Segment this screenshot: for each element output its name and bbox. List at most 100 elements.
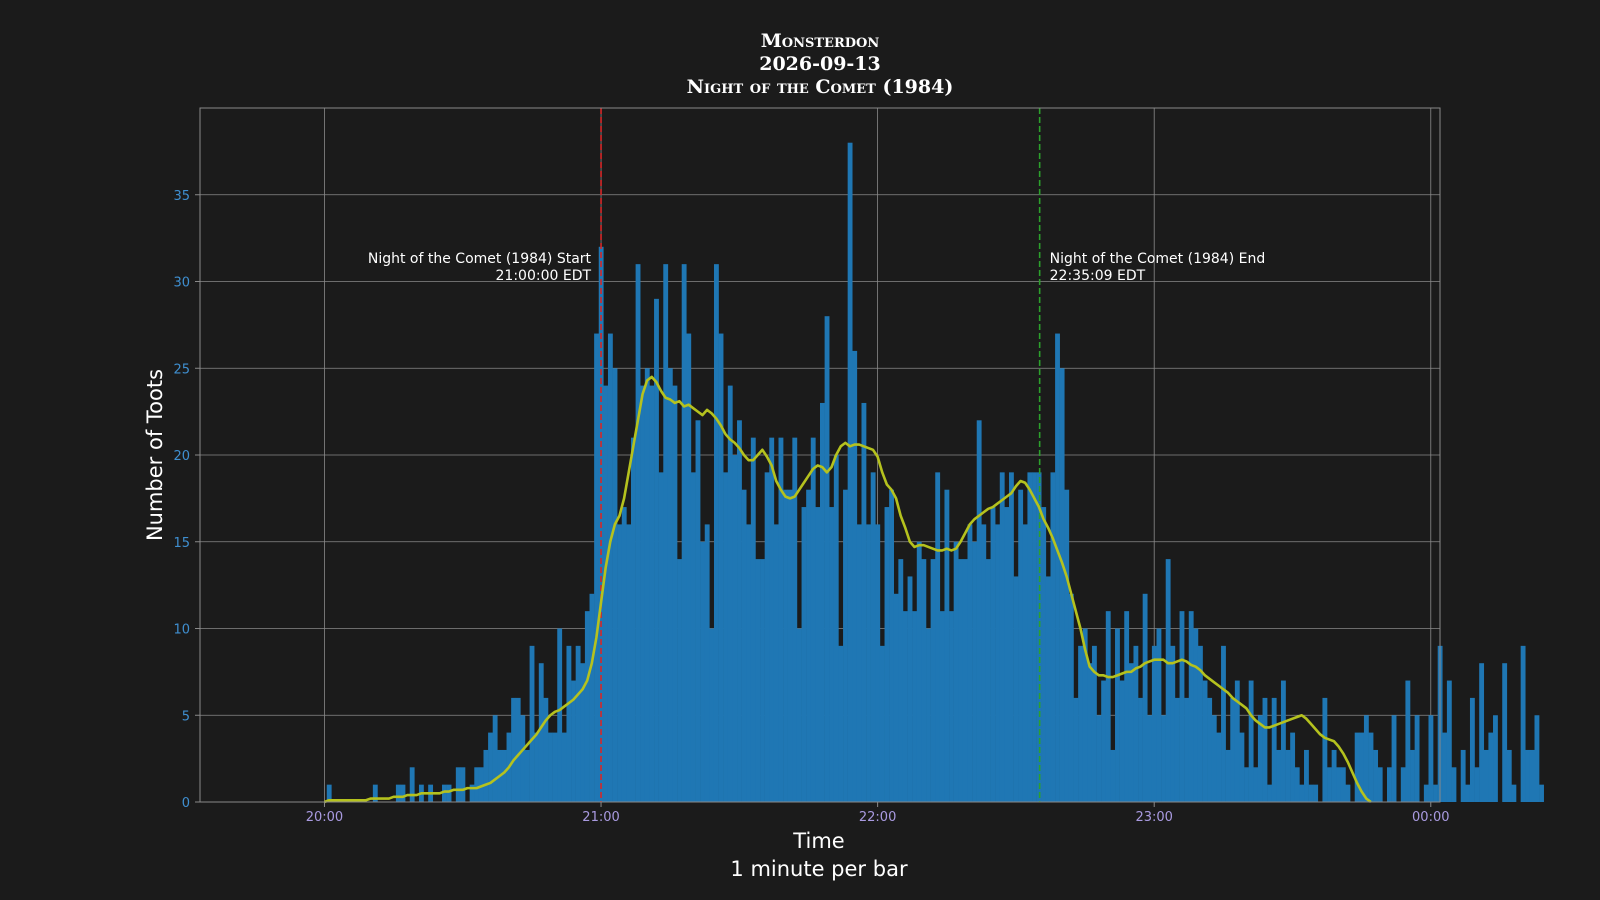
bar	[372, 784, 378, 802]
bar	[999, 472, 1005, 802]
bar	[838, 645, 844, 802]
bar	[847, 142, 853, 802]
bar	[1068, 593, 1074, 802]
bar	[889, 489, 894, 802]
bar	[893, 593, 899, 802]
bar	[649, 385, 655, 802]
bar	[1041, 507, 1047, 802]
annotation-title: Night of the Comet (1984) End	[1050, 251, 1266, 267]
bar	[773, 524, 779, 802]
bar	[1036, 472, 1042, 802]
bar	[870, 472, 876, 802]
moving-average-line	[324, 375, 1372, 804]
bar	[1405, 680, 1411, 802]
bar	[1322, 697, 1328, 802]
bar	[1004, 507, 1010, 802]
bar	[635, 264, 641, 802]
bar	[400, 784, 406, 802]
bar	[981, 524, 987, 802]
bar	[1534, 715, 1540, 802]
bar	[1442, 732, 1448, 802]
bar	[1230, 697, 1236, 802]
bar	[926, 628, 931, 802]
bar	[737, 420, 742, 802]
bar	[1216, 732, 1222, 802]
bar	[1377, 767, 1383, 802]
bar	[907, 576, 913, 802]
bar	[1506, 749, 1512, 802]
bar	[1211, 715, 1217, 802]
bar	[1124, 611, 1130, 802]
bar	[515, 697, 521, 802]
bar	[1032, 472, 1037, 802]
bar	[1488, 732, 1494, 802]
y-tick-label: 15	[173, 536, 190, 551]
bar	[1446, 680, 1452, 802]
bar	[1073, 697, 1079, 802]
bar	[843, 489, 848, 802]
bar	[718, 333, 724, 802]
y-tick-label: 35	[173, 189, 190, 204]
bar	[1294, 767, 1300, 802]
bar	[1221, 645, 1226, 802]
annotation-time: 22:35:09 EDT	[1050, 268, 1146, 284]
bar	[617, 524, 623, 802]
bar	[1202, 680, 1208, 802]
bar	[1410, 749, 1415, 802]
bar	[460, 767, 466, 802]
bar	[783, 489, 788, 802]
x-axis-sublabel: 1 minute per bar	[730, 857, 908, 881]
bar	[326, 784, 332, 802]
bar	[566, 645, 572, 802]
bar	[1276, 749, 1282, 802]
bar	[681, 264, 687, 802]
bar	[672, 385, 678, 802]
bar	[1280, 680, 1286, 802]
bar	[1207, 697, 1213, 802]
bar	[1267, 784, 1272, 802]
bar	[787, 489, 793, 802]
bar	[644, 368, 650, 802]
bar	[1096, 715, 1102, 802]
bar	[1234, 680, 1240, 802]
bar	[866, 524, 871, 802]
bar	[1336, 767, 1342, 802]
bar	[1340, 767, 1346, 802]
bar	[958, 559, 964, 802]
bar	[700, 541, 706, 802]
chart-title-line-3: Night of the Comet (1984)	[686, 76, 954, 98]
bar	[621, 507, 627, 802]
bar	[1327, 767, 1332, 802]
y-tick-label: 30	[173, 276, 190, 291]
bar	[898, 559, 904, 802]
bar	[1161, 715, 1166, 802]
bar	[750, 437, 756, 802]
bar	[557, 628, 563, 802]
bar	[727, 385, 733, 802]
y-tick-label: 0	[182, 796, 190, 811]
bar	[953, 541, 959, 802]
bar	[990, 507, 996, 802]
bar	[1474, 767, 1480, 802]
bar	[769, 437, 775, 802]
x-tick-label: 21:00	[582, 810, 619, 825]
bar	[741, 489, 747, 802]
bar	[603, 385, 609, 802]
bar	[1225, 749, 1231, 802]
bar	[1013, 576, 1019, 802]
bar	[589, 593, 595, 802]
bar	[538, 663, 544, 802]
bar	[1027, 472, 1033, 802]
bar	[395, 784, 401, 802]
bar	[1290, 732, 1296, 802]
bar	[1511, 784, 1517, 802]
bar	[1138, 697, 1143, 802]
bar	[1142, 593, 1148, 802]
bar	[1105, 611, 1111, 802]
bar	[976, 420, 982, 802]
bar	[1101, 680, 1107, 802]
bar	[575, 645, 581, 802]
chart-title-line-1: Monsterdon	[760, 30, 880, 52]
bar	[483, 749, 489, 802]
